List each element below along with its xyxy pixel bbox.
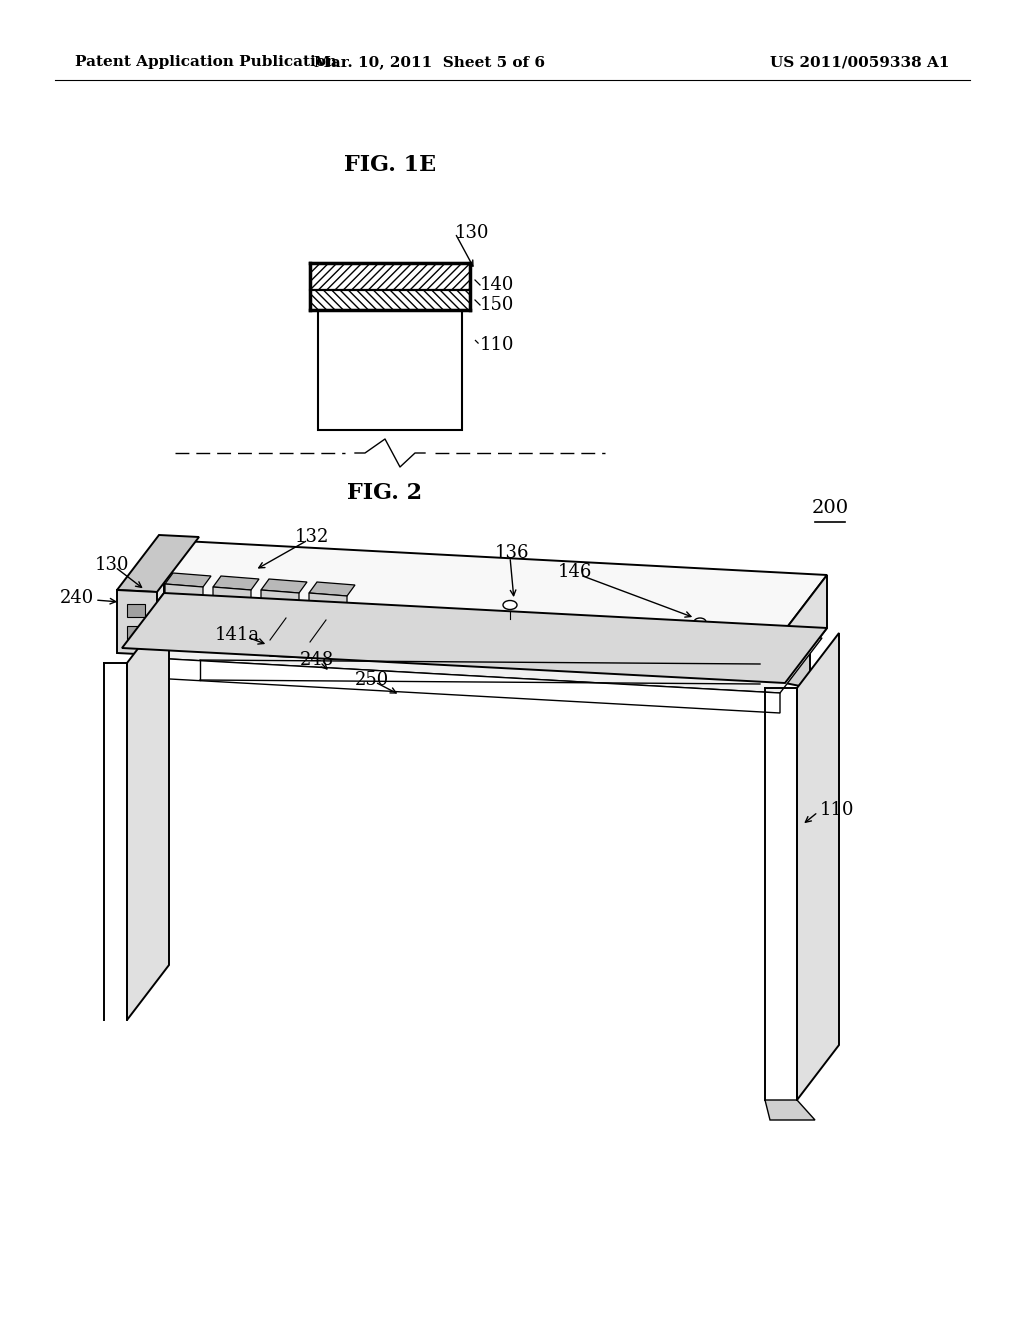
- Text: 140: 140: [480, 276, 514, 294]
- Bar: [310, 263, 470, 290]
- Polygon shape: [309, 582, 355, 597]
- Polygon shape: [152, 603, 822, 693]
- Text: US 2011/0059338 A1: US 2011/0059338 A1: [770, 55, 950, 69]
- Text: 132: 132: [295, 528, 330, 546]
- Polygon shape: [309, 593, 347, 609]
- Polygon shape: [122, 540, 827, 630]
- Polygon shape: [122, 595, 785, 682]
- Polygon shape: [261, 579, 307, 593]
- Text: 136: 136: [495, 544, 529, 562]
- Ellipse shape: [694, 618, 706, 626]
- Polygon shape: [785, 630, 810, 688]
- Bar: [310, 290, 470, 310]
- Text: FIG. 1E: FIG. 1E: [344, 154, 436, 176]
- Polygon shape: [122, 540, 164, 648]
- Bar: [127, 626, 145, 639]
- Polygon shape: [117, 535, 199, 591]
- Text: 110: 110: [480, 337, 514, 354]
- Text: Patent Application Publication: Patent Application Publication: [75, 55, 337, 69]
- Text: 130: 130: [455, 224, 489, 242]
- Text: 240: 240: [60, 589, 94, 607]
- Text: Mar. 10, 2011  Sheet 5 of 6: Mar. 10, 2011 Sheet 5 of 6: [314, 55, 546, 69]
- Polygon shape: [127, 609, 169, 1020]
- Bar: [318, 290, 462, 430]
- Text: 110: 110: [820, 801, 854, 818]
- Text: 141a: 141a: [215, 626, 260, 644]
- Ellipse shape: [503, 601, 517, 610]
- Text: 130: 130: [95, 556, 129, 574]
- Polygon shape: [165, 573, 211, 587]
- Polygon shape: [785, 576, 827, 682]
- Polygon shape: [122, 593, 827, 682]
- Polygon shape: [785, 630, 815, 649]
- Text: 146: 146: [558, 564, 592, 581]
- Text: 200: 200: [811, 499, 849, 517]
- Polygon shape: [117, 590, 157, 655]
- Text: 248: 248: [300, 651, 334, 669]
- Polygon shape: [261, 590, 299, 605]
- Polygon shape: [165, 583, 203, 599]
- Polygon shape: [270, 640, 310, 657]
- Polygon shape: [213, 587, 251, 602]
- Text: 250: 250: [355, 671, 389, 689]
- Polygon shape: [213, 576, 259, 590]
- Polygon shape: [152, 657, 780, 713]
- Polygon shape: [765, 1100, 815, 1119]
- Bar: [127, 605, 145, 616]
- Polygon shape: [797, 634, 839, 1100]
- Text: 150: 150: [480, 296, 514, 314]
- Text: FIG. 2: FIG. 2: [347, 482, 423, 504]
